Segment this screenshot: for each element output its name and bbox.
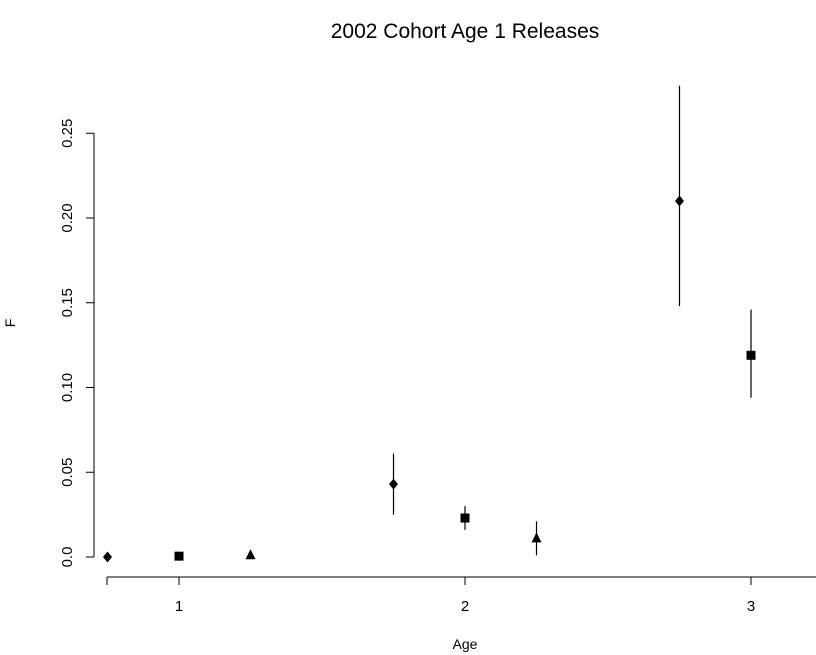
y-tick-label: 0.25 <box>59 119 76 148</box>
square-point <box>174 551 184 561</box>
y-axis-ticks: 0.0 0.05 0.10 0.15 0.20 0.25 <box>59 119 94 568</box>
y-axis: 0.0 0.05 0.10 0.15 0.20 0.25 <box>59 119 95 568</box>
triangle-point <box>245 549 256 560</box>
y-tick-label: 0.20 <box>59 203 76 232</box>
square-point <box>460 513 470 523</box>
chart-title: 2002 Cohort Age 1 Releases <box>331 20 600 43</box>
diamond-point <box>675 195 684 207</box>
x-tick-label: 3 <box>747 598 755 615</box>
x-axis-title: Age <box>453 636 478 652</box>
triangle-point <box>531 532 542 543</box>
x-tick-label: 1 <box>175 598 183 615</box>
y-tick-label: 0.05 <box>59 458 76 487</box>
y-tick-label: 0.0 <box>59 547 76 568</box>
x-axis-ticks: 1 2 3 <box>106 577 755 615</box>
y-tick-label: 0.15 <box>59 288 76 317</box>
x-axis: 1 2 3 <box>106 576 816 615</box>
square-point <box>746 350 756 360</box>
x-tick-label: 2 <box>461 598 469 615</box>
y-tick-label: 0.10 <box>59 373 76 402</box>
plot-marks <box>103 85 756 563</box>
diamond-point <box>103 551 112 563</box>
y-axis-title: F <box>2 319 18 328</box>
diamond-point <box>389 478 398 490</box>
